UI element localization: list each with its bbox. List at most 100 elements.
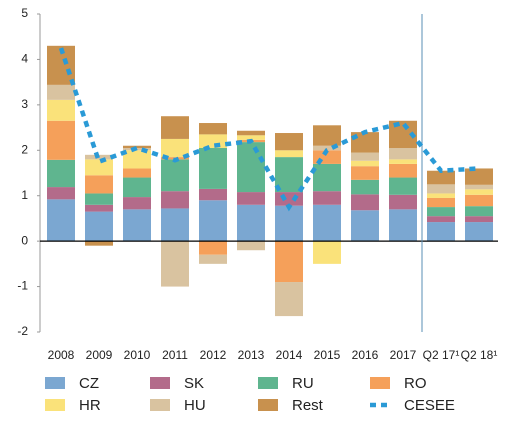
x-tick-label: 2008 bbox=[48, 348, 75, 362]
y-tick-label: 4 bbox=[21, 52, 28, 66]
bar-segment bbox=[47, 84, 75, 100]
bar-segment bbox=[275, 157, 303, 193]
bar-segment bbox=[313, 163, 341, 192]
bar-segment bbox=[275, 241, 303, 283]
bar-segment bbox=[47, 99, 75, 121]
legend-swatch bbox=[45, 399, 65, 411]
bar-segment bbox=[123, 197, 151, 210]
y-tick-label: 3 bbox=[21, 97, 28, 111]
legend-swatch bbox=[258, 377, 278, 389]
bar-segment bbox=[427, 207, 455, 217]
legend-swatch bbox=[258, 399, 278, 411]
bar-segment bbox=[465, 194, 493, 207]
bar-segment bbox=[123, 150, 151, 169]
bar-segment bbox=[427, 197, 455, 208]
bar-segment bbox=[85, 211, 113, 242]
bar-segment bbox=[351, 194, 379, 211]
bar-segment bbox=[351, 160, 379, 167]
bar-segment bbox=[427, 184, 455, 194]
bar-segment bbox=[47, 159, 75, 188]
bar-segment bbox=[275, 282, 303, 317]
bar-segment bbox=[313, 204, 341, 242]
bar-segment bbox=[465, 222, 493, 242]
bar-segment bbox=[313, 145, 341, 151]
y-tick-label: 0 bbox=[21, 233, 28, 247]
bar-segment bbox=[351, 179, 379, 195]
bar-segment bbox=[161, 208, 189, 242]
bar-segment bbox=[199, 200, 227, 242]
bar-segment bbox=[199, 148, 227, 189]
bar-segment bbox=[123, 209, 151, 242]
legend-label: RO bbox=[404, 375, 427, 392]
bar-segment bbox=[389, 209, 417, 242]
bar-segment bbox=[199, 241, 227, 255]
bar-segment bbox=[161, 116, 189, 139]
bar-segment bbox=[161, 191, 189, 209]
bar-segment bbox=[199, 134, 227, 149]
bar-segment bbox=[161, 138, 189, 158]
bar-segment bbox=[389, 194, 417, 210]
y-tick-label: -2 bbox=[17, 324, 28, 338]
legend-label: CZ bbox=[79, 375, 99, 392]
bar-segment bbox=[237, 135, 265, 140]
bar-segment bbox=[351, 152, 379, 161]
x-tick-label: 2012 bbox=[200, 348, 227, 362]
bar-segment bbox=[237, 142, 265, 193]
bar-segment bbox=[465, 184, 493, 190]
bar-segment bbox=[47, 120, 75, 160]
bar-segment bbox=[161, 159, 189, 192]
x-tick-label: 2015 bbox=[314, 348, 341, 362]
bar-segment bbox=[313, 125, 341, 146]
x-tick-label: 2013 bbox=[238, 348, 265, 362]
bar-segment bbox=[85, 159, 113, 176]
bar-segment bbox=[199, 188, 227, 201]
legend-label: SK bbox=[184, 375, 204, 392]
legend-swatch bbox=[150, 399, 170, 411]
bar-segment bbox=[123, 168, 151, 178]
bar-segment bbox=[465, 168, 493, 185]
bar-segment bbox=[85, 204, 113, 212]
legend-label: Rest bbox=[292, 397, 324, 414]
bar-segment bbox=[389, 177, 417, 195]
bar-segment bbox=[465, 206, 493, 217]
bar-segment bbox=[465, 216, 493, 223]
x-tick-label: 2011 bbox=[162, 348, 188, 362]
bar-segment bbox=[47, 187, 75, 200]
bar-segment bbox=[237, 204, 265, 242]
x-tick-label: 2009 bbox=[86, 348, 113, 362]
x-tick-label: Q2 17¹ bbox=[423, 348, 460, 362]
bar-segment bbox=[427, 222, 455, 242]
legend-label: HU bbox=[184, 397, 206, 414]
legend-swatch bbox=[150, 377, 170, 389]
bar-segment bbox=[85, 241, 113, 246]
bar-segment bbox=[237, 130, 265, 136]
bar-segment bbox=[389, 163, 417, 178]
bar-segment bbox=[275, 205, 303, 242]
x-tick-label: 2016 bbox=[352, 348, 379, 362]
bar-segment bbox=[275, 150, 303, 158]
bar-segment bbox=[389, 148, 417, 160]
bar-segment bbox=[199, 254, 227, 264]
bar-segment bbox=[237, 192, 265, 205]
bar-segment bbox=[47, 199, 75, 242]
bar-segment bbox=[275, 133, 303, 151]
bar-segment bbox=[313, 191, 341, 205]
bar-segment bbox=[351, 210, 379, 242]
bar-segment bbox=[427, 170, 455, 185]
y-tick-label: 2 bbox=[21, 142, 28, 156]
bar-segment bbox=[465, 189, 493, 195]
y-tick-label: -1 bbox=[17, 279, 28, 293]
x-tick-label: 2014 bbox=[276, 348, 303, 362]
x-tick-label: Q2 18¹ bbox=[461, 348, 498, 362]
bar-segment bbox=[389, 159, 417, 164]
x-tick-label: 2010 bbox=[124, 348, 151, 362]
legend-label: CESEE bbox=[404, 397, 455, 414]
bar-segment bbox=[123, 145, 151, 149]
legend-label: HR bbox=[79, 397, 101, 414]
bar-segment bbox=[427, 193, 455, 198]
legend-label: RU bbox=[292, 375, 314, 392]
bar-segment bbox=[427, 216, 455, 223]
bar-segment bbox=[351, 166, 379, 180]
bar-segment bbox=[123, 177, 151, 198]
